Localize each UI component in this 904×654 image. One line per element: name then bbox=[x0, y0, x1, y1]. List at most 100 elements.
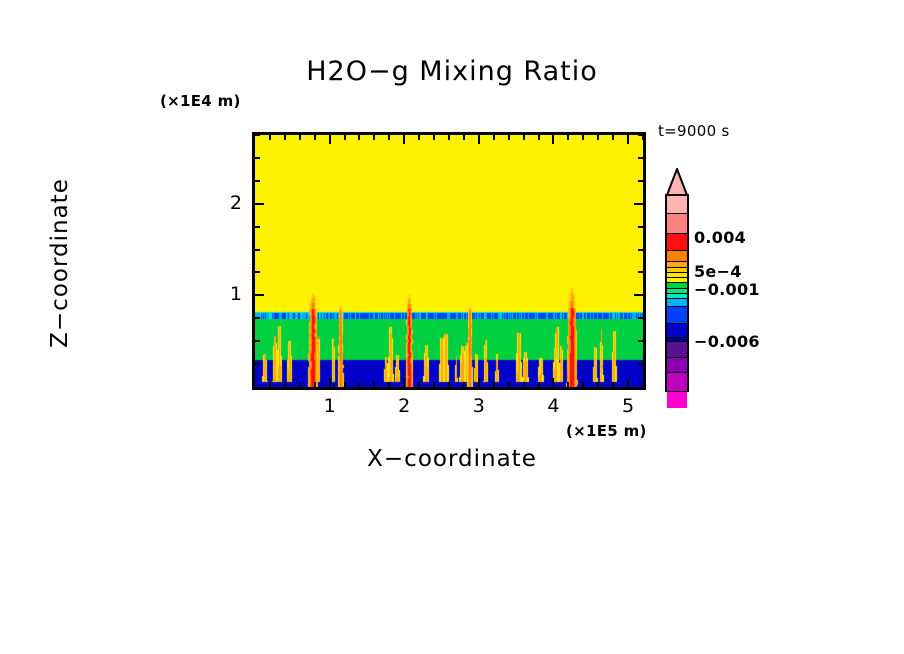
colorbar-band bbox=[667, 292, 687, 299]
x-tick-bottom bbox=[433, 382, 435, 387]
colorbar-tick-label: −0.001 bbox=[694, 280, 760, 299]
x-tick-bottom bbox=[284, 382, 286, 387]
x-tick-bottom bbox=[314, 382, 316, 387]
x-tick-top bbox=[493, 135, 495, 140]
colorbar-band bbox=[667, 212, 687, 234]
x-tick-bottom bbox=[552, 378, 554, 387]
y-tick-right bbox=[638, 226, 643, 228]
colorbar-band bbox=[667, 322, 687, 338]
colorbar-tick-label: −0.006 bbox=[694, 332, 760, 351]
y-tick-label: 1 bbox=[229, 283, 242, 306]
y-axis-units-label: (×1E4 m) bbox=[160, 92, 241, 110]
x-tick-bottom bbox=[358, 382, 360, 387]
contour-field-canvas bbox=[255, 135, 643, 387]
y-tick-left bbox=[255, 363, 260, 365]
x-tick-top bbox=[552, 135, 554, 144]
x-tick-bottom bbox=[567, 382, 569, 387]
x-tick-top bbox=[269, 135, 271, 140]
y-tick-left bbox=[255, 249, 260, 251]
colorbar-band bbox=[667, 249, 687, 261]
page-title: H2O−g Mixing Ratio bbox=[306, 56, 598, 87]
colorbar-band bbox=[667, 337, 687, 342]
x-tick-top bbox=[373, 135, 375, 140]
x-tick-top bbox=[344, 135, 346, 140]
x-tick-top bbox=[358, 135, 360, 140]
y-tick-right bbox=[638, 249, 643, 251]
y-tick-left bbox=[255, 271, 260, 273]
y-tick-right bbox=[634, 203, 643, 205]
colorbar-band bbox=[667, 272, 687, 278]
x-tick-top bbox=[299, 135, 301, 140]
y-tick-left bbox=[255, 134, 260, 136]
x-tick-label: 1 bbox=[323, 395, 336, 417]
x-tick-top bbox=[642, 135, 644, 140]
colorbar-band bbox=[667, 372, 687, 392]
colorbar-band bbox=[667, 391, 687, 408]
x-tick-top bbox=[314, 135, 316, 140]
x-tick-bottom bbox=[448, 382, 450, 387]
x-tick-top bbox=[448, 135, 450, 140]
y-tick-right bbox=[638, 157, 643, 159]
x-tick-top bbox=[523, 135, 525, 140]
x-tick-top bbox=[567, 135, 569, 140]
x-axis-title: X−coordinate bbox=[367, 446, 537, 472]
y-tick-left bbox=[255, 203, 264, 205]
y-axis-title: Z−coordinate bbox=[47, 178, 73, 348]
x-tick-bottom bbox=[582, 382, 584, 387]
y-tick-left bbox=[255, 340, 260, 342]
y-tick-left bbox=[255, 157, 260, 159]
x-tick-bottom bbox=[493, 382, 495, 387]
x-tick-bottom bbox=[538, 382, 540, 387]
y-tick-left bbox=[255, 317, 260, 319]
x-tick-label: 5 bbox=[622, 395, 635, 417]
y-tick-right bbox=[638, 271, 643, 273]
colorbar bbox=[662, 168, 692, 408]
colorbar-band bbox=[667, 266, 687, 273]
x-tick-bottom bbox=[329, 378, 331, 387]
colorbar-band bbox=[667, 233, 687, 250]
x-tick-bottom bbox=[418, 382, 420, 387]
x-tick-top bbox=[612, 135, 614, 140]
x-tick-bottom bbox=[388, 382, 390, 387]
colorbar-bands bbox=[665, 194, 689, 408]
x-tick-bottom bbox=[627, 378, 629, 387]
y-tick-right bbox=[638, 340, 643, 342]
colorbar-arrow-icon bbox=[665, 168, 689, 196]
colorbar-tick-label: 5e−4 bbox=[694, 262, 742, 281]
x-tick-top bbox=[284, 135, 286, 140]
colorbar-band bbox=[667, 196, 687, 213]
y-tick-right bbox=[638, 363, 643, 365]
x-tick-top bbox=[508, 135, 510, 140]
x-tick-top bbox=[582, 135, 584, 140]
x-tick-top bbox=[388, 135, 390, 140]
x-tick-bottom bbox=[403, 378, 405, 387]
colorbar-tick-label: 0.004 bbox=[694, 228, 747, 247]
colorbar-band bbox=[667, 277, 687, 283]
contour-plot-area bbox=[252, 132, 646, 390]
x-tick-bottom bbox=[344, 382, 346, 387]
x-tick-top bbox=[597, 135, 599, 140]
colorbar-band bbox=[667, 260, 687, 267]
x-tick-top bbox=[403, 135, 405, 144]
x-tick-top bbox=[433, 135, 435, 140]
x-tick-top bbox=[463, 135, 465, 140]
colorbar-band bbox=[667, 341, 687, 358]
y-tick-right bbox=[638, 134, 643, 136]
x-tick-bottom bbox=[373, 382, 375, 387]
y-tick-left bbox=[255, 180, 260, 182]
x-tick-top bbox=[627, 135, 629, 144]
y-tick-right bbox=[638, 180, 643, 182]
y-tick-right bbox=[634, 294, 643, 296]
y-tick-right bbox=[638, 317, 643, 319]
x-tick-bottom bbox=[478, 378, 480, 387]
x-axis-units-label: (×1E5 m) bbox=[566, 422, 647, 440]
x-tick-label: 2 bbox=[398, 395, 411, 417]
x-tick-top bbox=[418, 135, 420, 140]
x-tick-bottom bbox=[299, 382, 301, 387]
y-tick-left bbox=[255, 294, 264, 296]
x-tick-top bbox=[329, 135, 331, 144]
colorbar-band bbox=[667, 287, 687, 293]
colorbar-band bbox=[667, 282, 687, 288]
y-tick-label: 2 bbox=[229, 191, 242, 214]
time-annotation: t=9000 s bbox=[658, 122, 730, 140]
